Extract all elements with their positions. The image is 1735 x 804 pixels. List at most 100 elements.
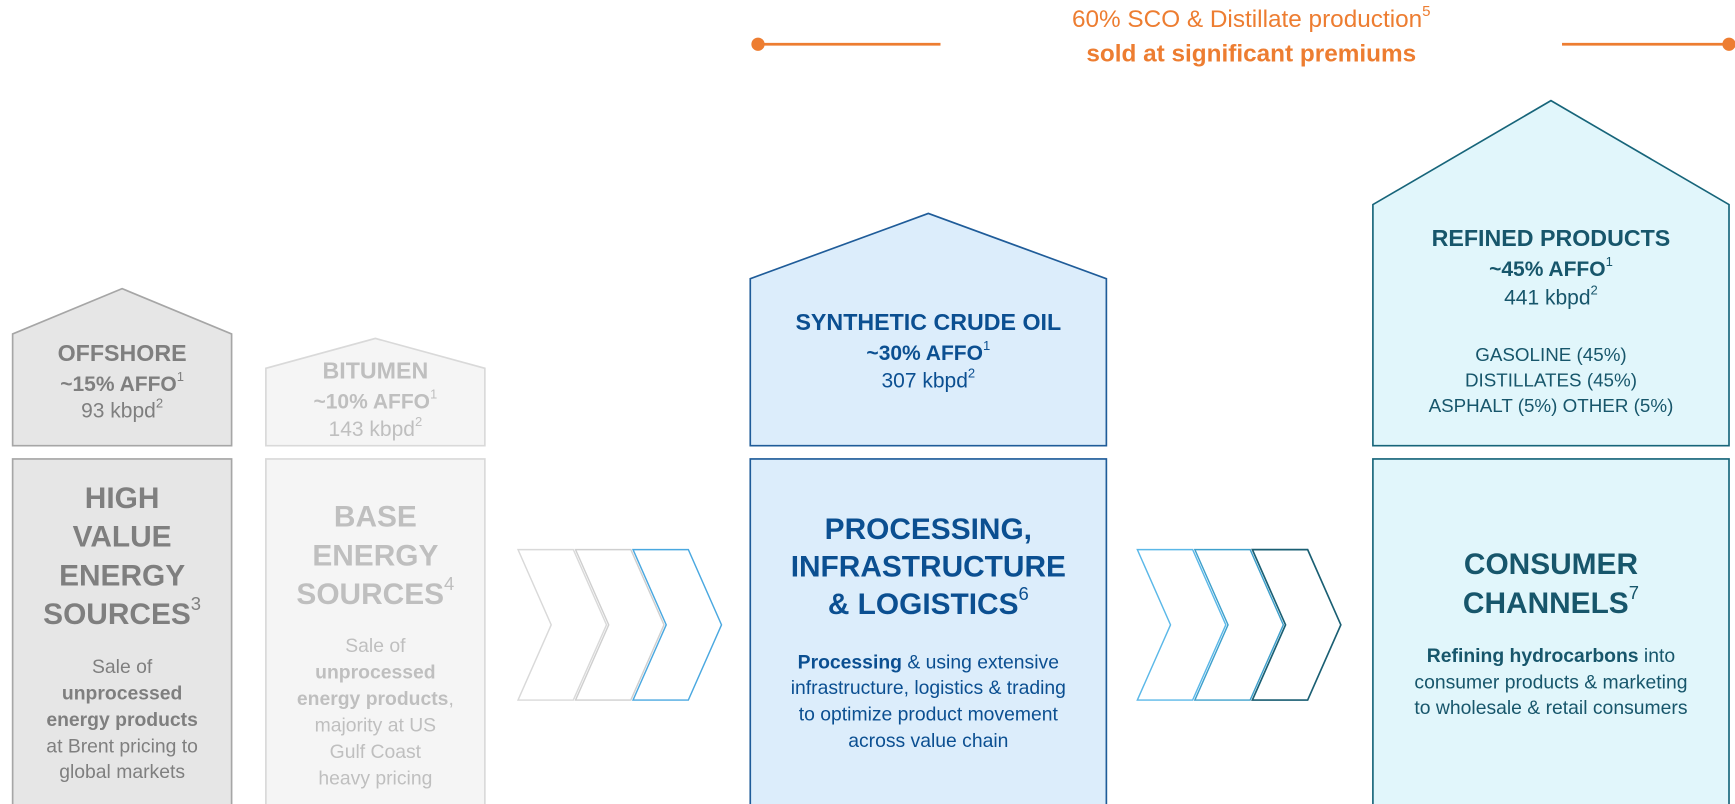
superscript: 3 (191, 593, 201, 614)
superscript: 1 (1606, 254, 1613, 269)
text-line: ~15% AFFO1 (60, 369, 184, 396)
text-run: ENERGY (59, 559, 185, 592)
text-run: energy products (297, 688, 449, 710)
superscript: 2 (1591, 283, 1598, 298)
text-run: ~10% AFFO (313, 390, 430, 413)
text-run: & LOGISTICS (828, 588, 1019, 621)
text-run: across value chain (848, 730, 1008, 752)
text-line: ~45% AFFO1 (1489, 254, 1613, 281)
text-run: DISTILLATES (45%) (1465, 370, 1637, 391)
text-run: consumer products & marketing (1414, 672, 1687, 694)
banner-rule (751, 37, 1735, 51)
superscript: 5 (1422, 3, 1430, 20)
text-run: 307 kbpd (881, 369, 967, 392)
superscript: 2 (415, 414, 422, 429)
text-line: to wholesale & retail consumers (1414, 697, 1687, 719)
text-run: to optimize product movement (799, 704, 1059, 726)
text-line: ~30% AFFO1 (866, 338, 990, 365)
superscript: 1 (983, 338, 990, 353)
text-run: unprocessed (315, 662, 435, 684)
text-run: BITUMEN (322, 358, 428, 384)
text-run: infrastructure, logistics & trading (791, 677, 1066, 699)
text-line: Refining hydrocarbons into (1427, 645, 1675, 667)
text-run: 93 kbpd (81, 399, 156, 422)
text-line: to optimize product movement (799, 704, 1059, 726)
chevron (631, 548, 723, 701)
text-line: BASE (334, 501, 417, 534)
column-box (265, 458, 486, 804)
text-run: ASPHALT (5%) OTHER (5%) (1429, 395, 1674, 416)
text-run: SOURCES (43, 598, 191, 631)
text-line: unprocessed (62, 683, 182, 705)
chevron (1251, 548, 1342, 701)
text-line: unprocessed (315, 662, 435, 684)
text-line: GASOLINE (45%) (1475, 344, 1626, 365)
text-run: GASOLINE (45%) (1475, 344, 1626, 365)
house-shape (265, 337, 486, 447)
text-line: global markets (59, 761, 185, 783)
text-run: 60% SCO & Distillate production (1072, 6, 1422, 33)
superscript: 7 (1629, 582, 1639, 603)
text-line: energy products (46, 709, 198, 731)
text-run: VALUE (73, 520, 172, 553)
text-line: REFINED PRODUCTS (1432, 225, 1671, 251)
text-run: sold at significant premiums (1086, 41, 1416, 68)
text-line: across value chain (848, 730, 1008, 752)
text-run: majority at US (315, 715, 437, 737)
column-box (11, 458, 233, 804)
text-line: 143 kbpd2 (329, 414, 423, 441)
chevron (516, 548, 608, 701)
text-line: & LOGISTICS6 (828, 583, 1029, 621)
text-line: consumer products & marketing (1414, 672, 1687, 694)
text-line: HIGH (85, 482, 160, 515)
text-run: 441 kbpd (1504, 286, 1590, 309)
text-line: ENERGY (59, 559, 185, 592)
text-run: REFINED PRODUCTS (1432, 225, 1671, 251)
text-line: 93 kbpd2 (81, 395, 163, 422)
text-line: ~10% AFFO1 (313, 386, 437, 413)
superscript: 2 (156, 395, 163, 410)
text-line: Sale of (345, 635, 406, 657)
house-shape (749, 212, 1108, 447)
text-run: CHANNELS (1463, 587, 1629, 620)
chevron (1136, 548, 1227, 701)
text-line: BITUMEN (322, 358, 428, 384)
text-run: ~15% AFFO (60, 372, 177, 395)
text-run: at Brent pricing to (46, 736, 198, 758)
text-line: SYNTHETIC CRUDE OIL (795, 309, 1061, 335)
text-line: heavy pricing (318, 768, 432, 790)
text-run: Processing (798, 652, 902, 674)
text-line: CHANNELS7 (1463, 582, 1639, 620)
text-line: sold at significant premiums (1086, 41, 1416, 68)
text-run: unprocessed (62, 683, 182, 705)
chevrons-2 (1136, 548, 1342, 701)
text-run: ~45% AFFO (1489, 257, 1606, 280)
text-line: majority at US (315, 715, 437, 737)
text-line: DISTILLATES (45%) (1465, 370, 1637, 391)
superscript: 2 (968, 365, 975, 380)
chevron (574, 548, 665, 701)
text-run: 143 kbpd (329, 418, 415, 441)
column-box (749, 458, 1108, 804)
house-shape (11, 287, 233, 447)
text-run: , (448, 688, 453, 710)
text-line: VALUE (73, 520, 172, 553)
text-line: PROCESSING, (825, 513, 1032, 546)
chevrons-1 (516, 548, 723, 701)
text-line: Processing & using extensive (798, 652, 1059, 674)
text-run: heavy pricing (318, 768, 432, 790)
text-line: CONSUMER (1464, 548, 1638, 581)
text-line: energy products, (297, 688, 454, 710)
text-line: infrastructure, logistics & trading (791, 677, 1066, 699)
text-line: INFRASTRUCTURE (791, 550, 1066, 583)
text-line: ENERGY (312, 539, 438, 572)
text-run: Gulf Coast (330, 741, 422, 763)
text-run: OFFSHORE (58, 340, 187, 366)
text-line: Gulf Coast (330, 741, 422, 763)
text-line: 307 kbpd2 (881, 365, 975, 392)
text-run: INFRASTRUCTURE (791, 550, 1066, 583)
text-run: energy products (46, 709, 198, 731)
text-run: & using extensive (902, 652, 1059, 674)
text-line: ASPHALT (5%) OTHER (5%) (1429, 395, 1674, 416)
